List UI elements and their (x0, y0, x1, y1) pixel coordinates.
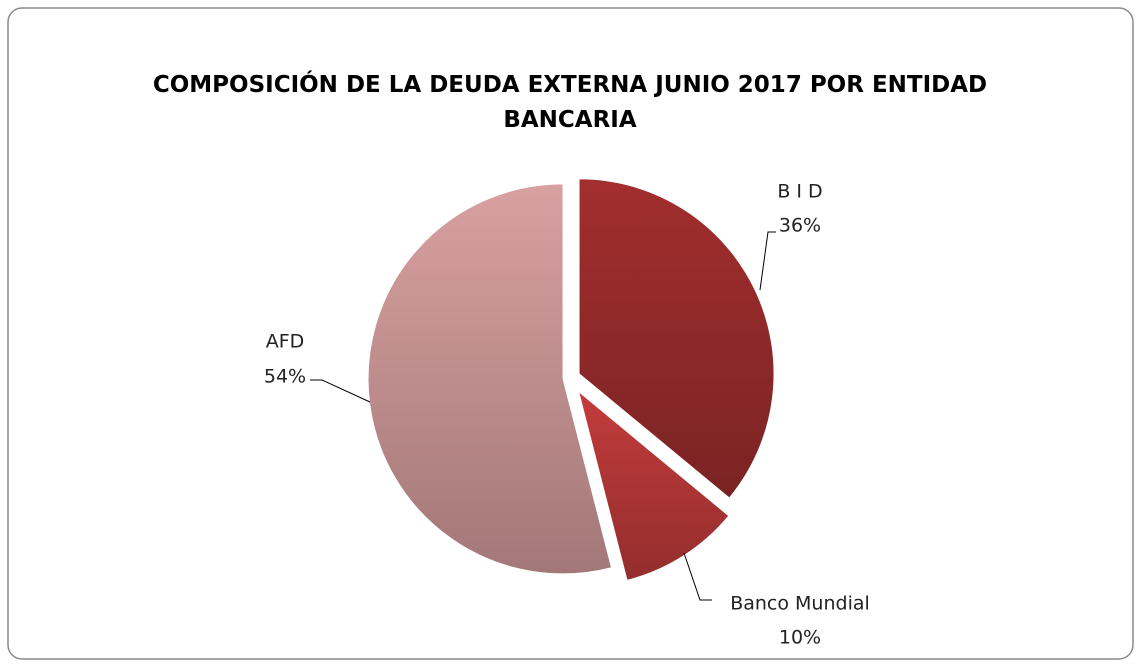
slice-label: AFD (266, 331, 305, 353)
pie-slice (578, 178, 775, 499)
slice-label: B I D (777, 181, 822, 203)
leader-line (310, 379, 371, 403)
chart-title: COMPOSICIÓN DE LA DEUDA EXTERNA JUNIO 20… (152, 72, 988, 133)
chart-frame (7, 7, 1134, 660)
pie-slice (367, 183, 613, 575)
slice-label: Banco Mundial (730, 593, 870, 615)
slice-value-label: 10% (779, 627, 821, 649)
leader-line (683, 552, 712, 601)
pie-slice (577, 390, 730, 581)
slice-value-label: 36% (779, 215, 821, 237)
slice-value-label: 54% (264, 366, 306, 388)
leader-line (759, 231, 776, 291)
